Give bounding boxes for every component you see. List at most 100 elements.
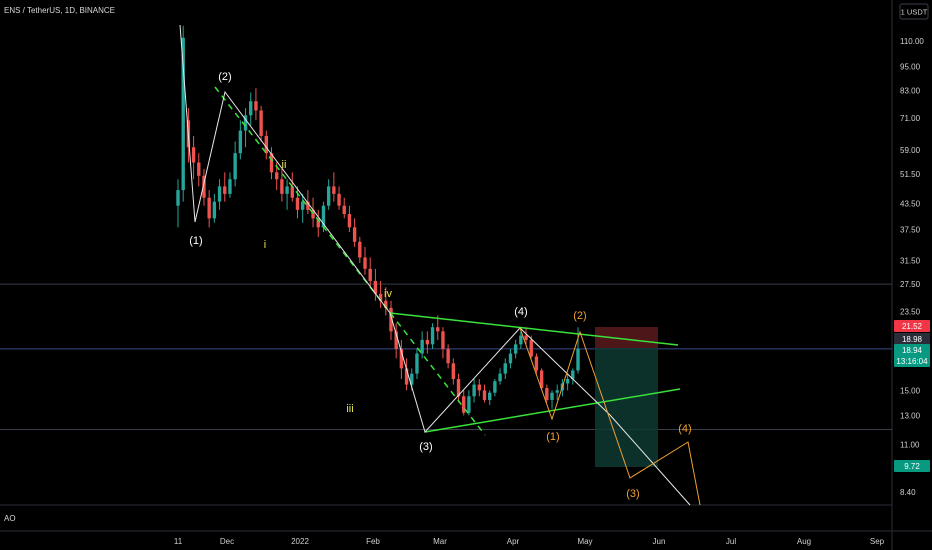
candle-body xyxy=(410,373,414,385)
candle-body xyxy=(352,227,357,242)
price-axis[interactable]: 110.00 95.00 83.00 71.00 59.00 51.50 43.50 37.5… xyxy=(900,37,924,497)
price-tag-label: 21.52 xyxy=(902,322,923,331)
price-tick: 27.50 xyxy=(900,280,921,289)
candle-body xyxy=(306,201,310,210)
wave-label: (1) xyxy=(189,235,202,247)
price-tag-bg xyxy=(894,344,930,356)
candle-body xyxy=(430,327,435,345)
candle-body xyxy=(311,209,315,219)
candle-body xyxy=(337,193,341,206)
time-tick: Aug xyxy=(797,537,811,546)
candle-body xyxy=(363,257,367,269)
candle-body xyxy=(446,348,450,364)
dashed-trendline[interactable] xyxy=(214,86,486,436)
price-tag-label: 18.94 xyxy=(902,346,923,355)
price-tick: 15.00 xyxy=(900,386,921,395)
candle-body xyxy=(550,392,554,400)
candle-body xyxy=(420,339,424,354)
price-tick: 110.00 xyxy=(900,37,924,46)
candle-body xyxy=(384,300,388,308)
projection-wave-path[interactable] xyxy=(519,327,701,506)
candle-body xyxy=(529,339,533,357)
candle-body xyxy=(477,384,481,391)
wave-label: iii xyxy=(346,403,353,415)
price-tag-label: 9.72 xyxy=(904,462,920,471)
price-tick: 37.50 xyxy=(900,226,921,235)
time-tick: Apr xyxy=(507,537,520,546)
candle-body xyxy=(233,153,237,180)
time-axis[interactable]: 11 Dec 2022 Feb Mar Apr May Jun Jul Aug Sep xyxy=(174,537,885,546)
candle-body xyxy=(456,379,461,397)
price-tag-bg xyxy=(894,333,930,345)
wave-label: (1) xyxy=(546,431,559,443)
candle-body xyxy=(503,363,507,374)
candle-body xyxy=(223,186,227,194)
price-tick: 11.00 xyxy=(900,441,920,450)
candle-body xyxy=(436,327,440,332)
candle-body xyxy=(217,186,222,202)
currency-button[interactable] xyxy=(899,3,929,20)
candle-body xyxy=(441,331,445,349)
wave-label: (3) xyxy=(626,488,639,500)
candle-body xyxy=(571,370,575,380)
candle-body xyxy=(555,390,559,393)
currency-button-label: 1 USDT xyxy=(901,8,928,17)
price-tick: 51.50 xyxy=(900,170,921,179)
candle-body xyxy=(415,353,419,374)
candle-body xyxy=(404,368,409,385)
wave-label: (4) xyxy=(678,423,691,435)
candle-body xyxy=(373,280,378,294)
indicator-label: AO xyxy=(4,514,16,523)
price-tag-bg xyxy=(894,355,930,367)
candle-body xyxy=(482,390,487,400)
price-tick: 95.00 xyxy=(900,63,921,72)
triangle-lower-line[interactable] xyxy=(424,388,681,433)
price-tick: 31.50 xyxy=(900,256,921,265)
stop-loss-zone[interactable] xyxy=(595,327,658,348)
drawings[interactable] xyxy=(179,24,701,506)
candle-body xyxy=(228,179,232,194)
candle-body xyxy=(519,335,523,345)
candle-body xyxy=(316,218,320,228)
price-tag-label: 13:16:04 xyxy=(896,357,928,366)
time-tick: May xyxy=(577,537,592,546)
candle-body xyxy=(176,190,180,206)
time-tick: Jun xyxy=(653,537,666,546)
wave-label: (2) xyxy=(218,71,231,83)
price-tag-bg xyxy=(894,460,930,472)
candle-body xyxy=(462,396,466,413)
wave-label: ii xyxy=(282,159,287,171)
candle-body xyxy=(451,363,456,380)
price-tag-label: 18.98 xyxy=(902,335,923,344)
candle-body xyxy=(321,205,326,228)
horizontal-levels xyxy=(0,283,892,430)
time-tick: 11 xyxy=(174,537,183,546)
candle-body xyxy=(269,153,274,173)
candle-body xyxy=(254,101,258,111)
price-tick: 59.00 xyxy=(900,146,921,155)
candle-body xyxy=(290,186,294,198)
candle-body xyxy=(545,388,549,400)
price-tick: 43.50 xyxy=(900,200,921,209)
candle-body xyxy=(467,396,471,413)
candle-body xyxy=(191,147,196,163)
candle-body xyxy=(534,356,539,371)
take-profit-zone[interactable] xyxy=(595,348,658,467)
triangle-upper-line[interactable] xyxy=(389,312,679,346)
symbol-title: ENS / TetherUS, 1D, BINANCE xyxy=(4,6,115,15)
wave-label: i xyxy=(264,239,266,251)
wave-label: (2) xyxy=(573,310,586,322)
candle-body xyxy=(264,135,268,154)
candles-group xyxy=(176,25,580,416)
wave-label: (4) xyxy=(514,306,527,318)
candle-body xyxy=(508,353,513,364)
elliott-wave-path[interactable] xyxy=(179,24,691,506)
time-tick: Feb xyxy=(366,537,380,546)
candle-body xyxy=(202,175,206,198)
candle-body xyxy=(389,307,393,332)
candle-body xyxy=(498,373,502,382)
candle-body xyxy=(425,339,430,345)
candle-body xyxy=(342,205,346,215)
candle-body xyxy=(300,201,305,210)
